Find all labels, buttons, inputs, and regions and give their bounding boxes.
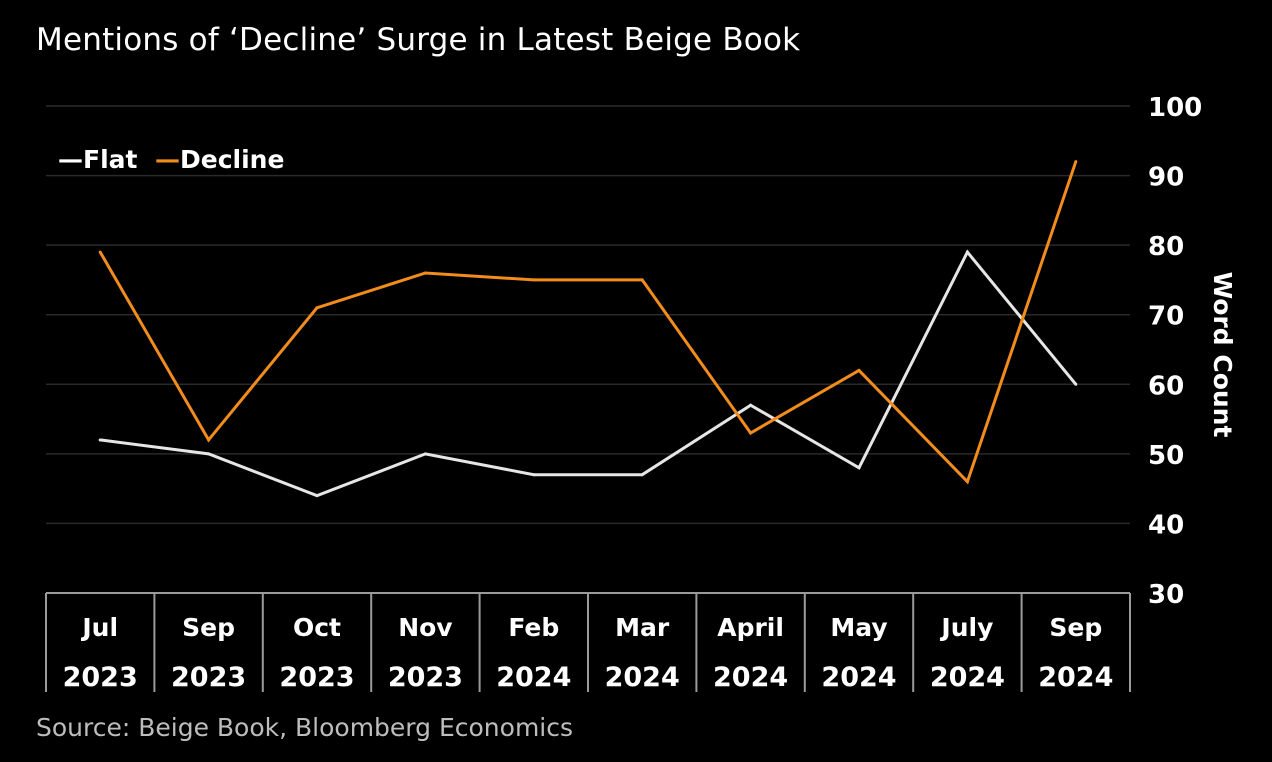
data-point-decline (98, 250, 102, 254)
data-point-flat (315, 494, 319, 498)
series-lines (98, 160, 1078, 498)
chart-source: Source: Beige Book, Bloomberg Economics (36, 713, 574, 742)
x-tick-label-month: Nov (398, 613, 452, 642)
data-point-flat (965, 250, 969, 254)
data-point-flat (749, 403, 753, 407)
x-tick-label-month: Jul (80, 613, 118, 642)
data-point-flat (640, 473, 644, 477)
data-point-decline (532, 278, 536, 282)
data-point-decline (965, 480, 969, 484)
y-tick-label: 30 (1148, 580, 1184, 610)
y-tick-label: 70 (1148, 302, 1184, 332)
x-tick-label-year: 2024 (821, 662, 896, 693)
y-tick-label: 80 (1148, 232, 1184, 262)
data-point-decline (315, 306, 319, 310)
x-tick-label-year: 2023 (63, 662, 138, 693)
x-tick-label-year: 2024 (605, 662, 680, 693)
x-tick-label-month: Mar (615, 613, 670, 642)
x-tick-label-year: 2024 (496, 662, 571, 693)
y-tick-label: 90 (1148, 163, 1184, 193)
data-point-decline (640, 278, 644, 282)
x-tick-label-month: May (830, 613, 887, 642)
x-tick-label-month: Sep (1049, 613, 1102, 642)
y-tick-label: 50 (1148, 441, 1184, 471)
x-tick-label-year: 2024 (1038, 662, 1113, 693)
x-tick-label-month: Feb (508, 613, 559, 642)
y-tick-label: 100 (1148, 93, 1202, 123)
data-point-decline (749, 431, 753, 435)
legend: —Flat —Decline (58, 145, 284, 174)
series-line-decline (98, 161, 1078, 485)
legend-label-decline: Decline (180, 145, 284, 174)
x-tick-label-month: Sep (182, 613, 235, 642)
data-point-flat (1074, 382, 1078, 386)
data-point-decline (207, 438, 211, 442)
x-tick-label-year: 2023 (279, 662, 354, 693)
chart-title: Mentions of ‘Decline’ Surge in Latest Be… (36, 22, 801, 58)
x-axis-categories: Jul 2023 Sep 2023 Oct 2023 Nov 2023 Feb 2024 Mar 20… (45, 592, 1131, 693)
data-point-decline (857, 368, 861, 372)
x-tick-label-year: 2024 (930, 662, 1005, 693)
y-axis-ticks: 30 40 50 60 70 80 90 100 (1148, 93, 1202, 610)
y-axis-label: Word Count (1208, 272, 1237, 438)
data-point-decline (1074, 160, 1078, 164)
x-tick-label-month: April (717, 613, 784, 642)
x-tick-label-month: July (939, 613, 993, 642)
data-point-decline (423, 271, 427, 275)
data-point-flat (532, 473, 536, 477)
x-tick-label-year: 2023 (388, 662, 463, 693)
series-line-flat (100, 249, 1077, 498)
legend-swatch-decline: — (155, 145, 180, 174)
gridlines (46, 105, 1130, 525)
y-tick-label: 40 (1148, 510, 1184, 540)
data-point-flat (98, 438, 102, 442)
data-point-flat (207, 452, 211, 456)
data-point-flat (423, 452, 427, 456)
x-tick-label-year: 2024 (713, 662, 788, 693)
legend-entry-flat: —Flat (58, 145, 138, 174)
data-point-flat (857, 466, 861, 470)
y-tick-label: 60 (1148, 371, 1184, 401)
x-tick-label-year: 2023 (171, 662, 246, 693)
x-tick-label-month: Oct (293, 613, 341, 642)
legend-entry-decline: —Decline (155, 145, 284, 174)
